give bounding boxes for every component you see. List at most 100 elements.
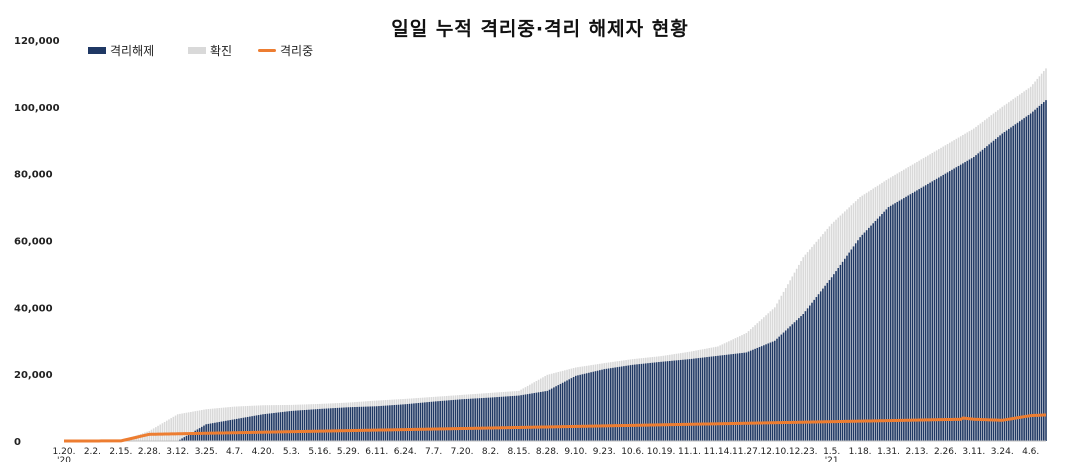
bar-released bbox=[275, 412, 277, 441]
bar-released bbox=[498, 396, 501, 441]
bar-released bbox=[277, 412, 280, 441]
bar-released bbox=[594, 371, 597, 441]
bar-confirmed bbox=[172, 416, 175, 441]
bar-released bbox=[693, 358, 695, 441]
bar-released bbox=[1005, 130, 1008, 441]
bar-released bbox=[1016, 122, 1019, 442]
bar-released bbox=[1045, 100, 1047, 442]
bar-released bbox=[347, 407, 350, 441]
bar-released bbox=[885, 209, 888, 441]
bar-released bbox=[881, 214, 883, 441]
bar-released bbox=[946, 172, 949, 441]
bar-released bbox=[802, 314, 805, 441]
bar-released bbox=[192, 432, 194, 441]
bar-released bbox=[419, 402, 422, 441]
bar-released bbox=[846, 255, 848, 441]
bar-released bbox=[813, 299, 815, 441]
bar-released bbox=[529, 393, 531, 441]
bar-released bbox=[765, 344, 767, 441]
bar-released bbox=[408, 403, 411, 441]
x-tick-label: 2.26. bbox=[934, 447, 957, 457]
bar-released bbox=[1027, 115, 1030, 442]
bar-released bbox=[485, 397, 487, 441]
bar-released bbox=[1040, 103, 1043, 441]
bar-released bbox=[673, 360, 675, 441]
bar-released bbox=[658, 362, 660, 441]
bar-released bbox=[454, 399, 457, 441]
y-tick-label: 100,000 bbox=[14, 103, 60, 114]
bar-released bbox=[822, 288, 824, 441]
bar-released bbox=[225, 420, 227, 441]
bar-released bbox=[305, 409, 308, 441]
bar-released bbox=[1043, 102, 1045, 442]
bar-released bbox=[933, 180, 936, 441]
bar-released bbox=[190, 433, 192, 441]
bar-released bbox=[251, 416, 253, 441]
bar-confirmed bbox=[163, 421, 166, 441]
bar-released bbox=[911, 192, 914, 441]
bar-released bbox=[929, 182, 931, 442]
bar-released bbox=[577, 375, 579, 441]
bar-released bbox=[246, 416, 249, 441]
bar-released bbox=[634, 364, 636, 441]
bar-released bbox=[927, 183, 929, 441]
bar-released bbox=[863, 232, 866, 441]
bar-released bbox=[386, 405, 389, 441]
bar-released bbox=[570, 378, 573, 441]
bar-released bbox=[393, 405, 396, 441]
bar-released bbox=[815, 297, 818, 441]
bar-released bbox=[235, 418, 238, 441]
bar-released bbox=[380, 405, 382, 441]
legend-label-isolating: 격리중 bbox=[280, 44, 314, 58]
bar-released bbox=[714, 356, 717, 441]
bar-released bbox=[389, 405, 391, 441]
bar-released bbox=[1032, 111, 1034, 441]
bar-released bbox=[986, 146, 988, 442]
bar-released bbox=[962, 163, 964, 441]
bar-released bbox=[975, 155, 977, 441]
bar-released bbox=[1025, 116, 1028, 441]
bar-released bbox=[574, 375, 577, 441]
bar-released bbox=[553, 387, 555, 441]
bar-released bbox=[870, 225, 872, 441]
bar-released bbox=[579, 374, 581, 441]
bar-released bbox=[719, 355, 721, 441]
bar-released bbox=[319, 408, 321, 441]
bar-released bbox=[179, 439, 181, 441]
bar-released bbox=[690, 358, 693, 441]
bar-released bbox=[544, 391, 546, 441]
bar-released bbox=[432, 401, 435, 441]
bar-released bbox=[865, 230, 868, 441]
bar-released bbox=[1008, 128, 1010, 441]
bar-released bbox=[1021, 119, 1023, 441]
bar-released bbox=[472, 398, 474, 441]
bar-released bbox=[769, 342, 772, 441]
bar-released bbox=[688, 359, 691, 441]
bar-released bbox=[505, 396, 507, 441]
x-tick-label: 8.28. bbox=[536, 447, 559, 457]
x-tick-label: 4.20. bbox=[252, 447, 275, 457]
bar-released bbox=[268, 413, 271, 441]
legend-swatch-confirmed bbox=[188, 47, 206, 54]
bar-released bbox=[185, 435, 188, 441]
bar-released bbox=[675, 360, 678, 441]
bar-released bbox=[754, 348, 756, 441]
x-tick-label: 2.15. bbox=[109, 447, 132, 457]
bar-released bbox=[253, 415, 256, 441]
bar-released bbox=[378, 406, 380, 441]
x-tick-label: 1.5. bbox=[823, 447, 840, 457]
bar-released bbox=[791, 324, 794, 441]
bar-released bbox=[500, 396, 503, 441]
bar-confirmed bbox=[200, 410, 203, 441]
bar-released bbox=[973, 156, 975, 442]
bar-released bbox=[953, 168, 955, 441]
bar-released bbox=[859, 237, 861, 441]
bar-released bbox=[417, 403, 420, 441]
bar-released bbox=[944, 173, 947, 441]
bar-released bbox=[518, 395, 520, 441]
bar-released bbox=[428, 401, 431, 441]
bar-released bbox=[402, 404, 404, 441]
x-tick-label: 7.20. bbox=[451, 447, 474, 457]
bar-released bbox=[677, 360, 680, 441]
bar-released bbox=[338, 407, 341, 441]
